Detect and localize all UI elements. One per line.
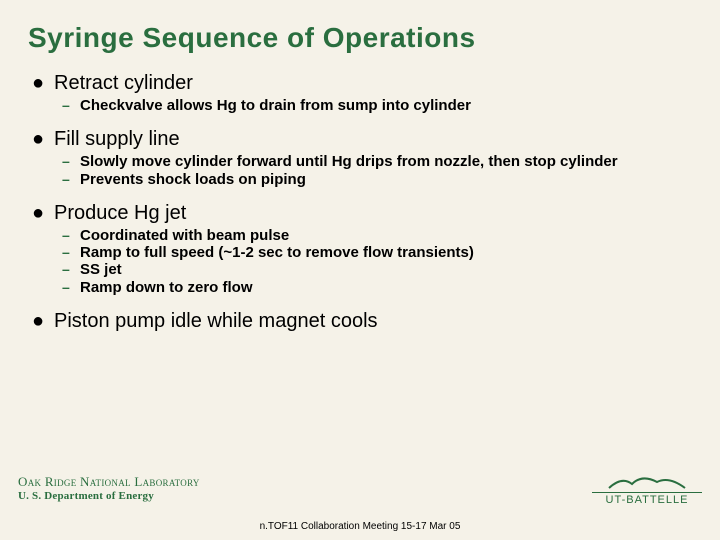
ut-battelle-logo: UT-BATTELLE — [592, 472, 702, 510]
section-gap — [28, 114, 692, 124]
sub-bullet-text: Coordinated with beam pulse — [80, 227, 289, 244]
dash-marker: – — [62, 153, 80, 169]
section-gap — [28, 296, 692, 306]
bullet-marker: ● — [28, 128, 54, 151]
sub-bullet-text: Prevents shock loads on piping — [80, 171, 306, 188]
dash-marker: – — [62, 171, 80, 187]
dash-marker: – — [62, 227, 80, 243]
dash-marker: – — [62, 261, 80, 277]
footer-left: Oak Ridge National Laboratory U. S. Depa… — [18, 474, 200, 502]
doe-label: U. S. Department of Energy — [18, 490, 200, 502]
sub-bullet-text: Checkvalve allows Hg to drain from sump … — [80, 97, 471, 114]
dash-marker: – — [62, 97, 80, 113]
bullet-item: ●Fill supply line — [28, 128, 692, 151]
dash-marker: – — [62, 244, 80, 260]
sub-bullet-item: –Ramp to full speed (~1-2 sec to remove … — [62, 244, 692, 261]
sub-bullet-item: –Slowly move cylinder forward until Hg d… — [62, 153, 692, 170]
sub-bullet-item: –Coordinated with beam pulse — [62, 227, 692, 244]
bullet-text: Fill supply line — [54, 128, 180, 151]
bullet-text: Produce Hg jet — [54, 202, 186, 225]
footer-meeting: n.TOF11 Collaboration Meeting 15-17 Mar … — [0, 521, 720, 532]
sub-bullet-text: Ramp down to zero flow — [80, 279, 253, 296]
bullet-marker: ● — [28, 72, 54, 95]
sub-bullet-text: Slowly move cylinder forward until Hg dr… — [80, 153, 618, 170]
sub-bullet-text: Ramp to full speed (~1-2 sec to remove f… — [80, 244, 474, 261]
sub-bullet-item: –Prevents shock loads on piping — [62, 171, 692, 188]
bullet-text: Piston pump idle while magnet cools — [54, 310, 378, 333]
section-gap — [28, 188, 692, 198]
bullet-item: ●Retract cylinder — [28, 72, 692, 95]
logo-text: UT-BATTELLE — [592, 492, 702, 506]
sub-bullet-text: SS jet — [80, 261, 122, 278]
bullet-marker: ● — [28, 310, 54, 333]
ornl-label: Oak Ridge National Laboratory — [18, 474, 200, 490]
sub-bullet-item: –Checkvalve allows Hg to drain from sump… — [62, 97, 692, 114]
slide-body: Syringe Sequence of Operations ●Retract … — [0, 0, 720, 333]
bullet-item: ●Produce Hg jet — [28, 202, 692, 225]
sub-bullet-item: –Ramp down to zero flow — [62, 279, 692, 296]
bullets-container: ●Retract cylinder–Checkvalve allows Hg t… — [28, 72, 692, 333]
dash-marker: – — [62, 279, 80, 295]
slide-title: Syringe Sequence of Operations — [28, 22, 692, 54]
mountain-icon — [607, 472, 687, 490]
sub-bullet-item: –SS jet — [62, 261, 692, 278]
bullet-text: Retract cylinder — [54, 72, 193, 95]
bullet-item: ●Piston pump idle while magnet cools — [28, 310, 692, 333]
bullet-marker: ● — [28, 202, 54, 225]
